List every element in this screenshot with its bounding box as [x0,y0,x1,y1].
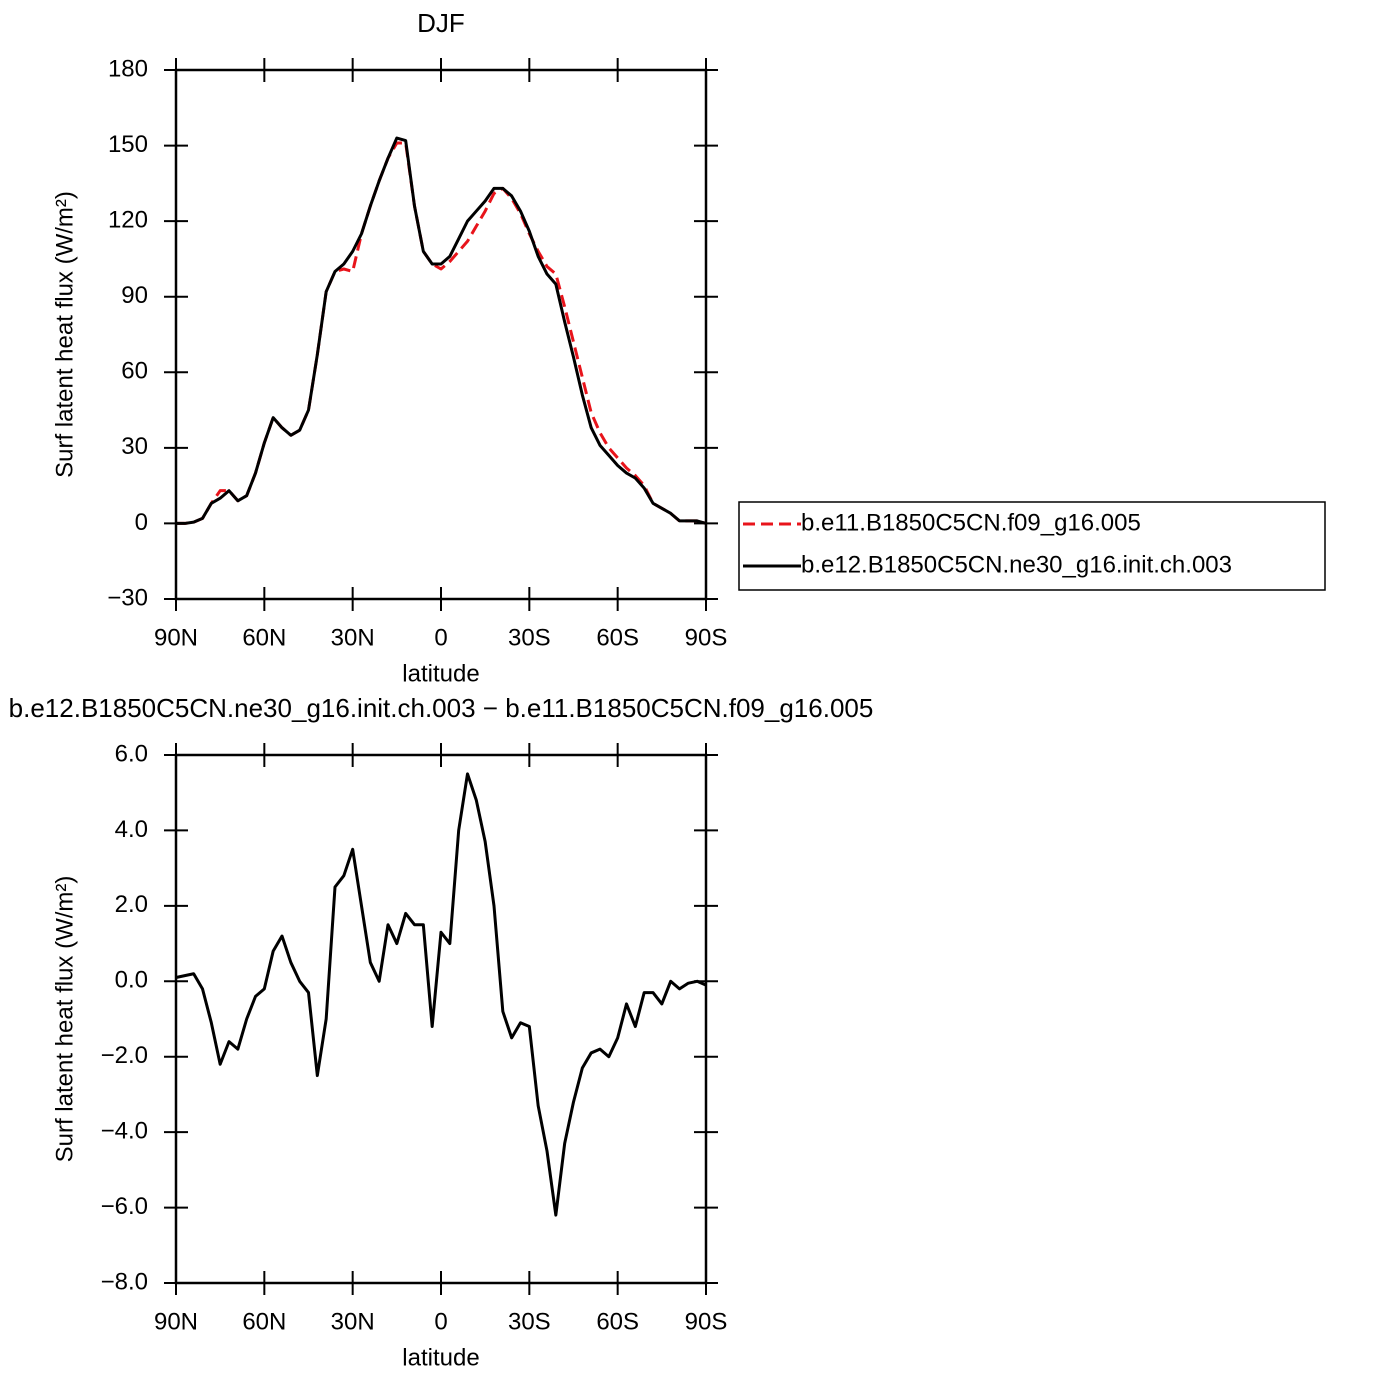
x-tick-label: 30S [508,624,551,651]
y-tick-label: 60 [121,358,148,385]
data-line [175,772,707,1217]
legend-label: b.e11.B1850C5CN.f09_g16.005 [801,509,1141,536]
x-tick-label: 30N [331,624,375,651]
x-tick-label: 60N [242,1308,286,1335]
y-tick-label: 120 [108,206,148,233]
x-axis-label: latitude [402,1344,479,1371]
y-tick-label: −4.0 [101,1117,148,1144]
legend-box [738,501,1326,591]
y-tick-label: 180 [108,55,148,82]
y-tick-label: 30 [121,433,148,460]
chart-title: b.e12.B1850C5CN.ne30_g16.init.ch.003 − b… [9,693,874,723]
y-tick-label: 150 [108,131,148,158]
y-tick-label: −30 [107,584,148,611]
y-axis-label: Surf latent heat flux (W/m²) [51,191,78,478]
y-tick-label: −6.0 [101,1193,148,1220]
y-tick-label: 6.0 [115,740,148,767]
data-line [176,141,707,525]
plot-frame [174,68,708,601]
x-axis-label: latitude [402,660,479,687]
y-tick-label: 4.0 [115,816,148,843]
plot-frame [174,753,708,1285]
x-tick-label: 90S [685,624,728,651]
x-tick-label: 60S [596,624,639,651]
data-line [176,136,707,525]
x-tick-label: 90S [685,1308,728,1335]
y-tick-label: −2.0 [101,1042,148,1069]
y-tick-label: 0.0 [115,967,148,994]
y-tick-label: −8.0 [101,1268,148,1295]
y-axis-label: Surf latent heat flux (W/m²) [51,876,78,1163]
x-tick-label: 30N [331,1308,375,1335]
x-tick-label: 60S [596,1308,639,1335]
chart-title: DJF [417,8,465,38]
x-tick-label: 0 [434,1308,447,1335]
legend-label: b.e12.B1850C5CN.ne30_g16.init.ch.003 [801,551,1232,578]
y-tick-label: 2.0 [115,891,148,918]
y-tick-label: 90 [121,282,148,309]
x-tick-label: 60N [242,624,286,651]
x-tick-label: 30S [508,1308,551,1335]
x-tick-label: 90N [154,1308,198,1335]
x-tick-label: 0 [434,624,447,651]
y-tick-label: 0 [135,509,148,536]
x-tick-label: 90N [154,624,198,651]
